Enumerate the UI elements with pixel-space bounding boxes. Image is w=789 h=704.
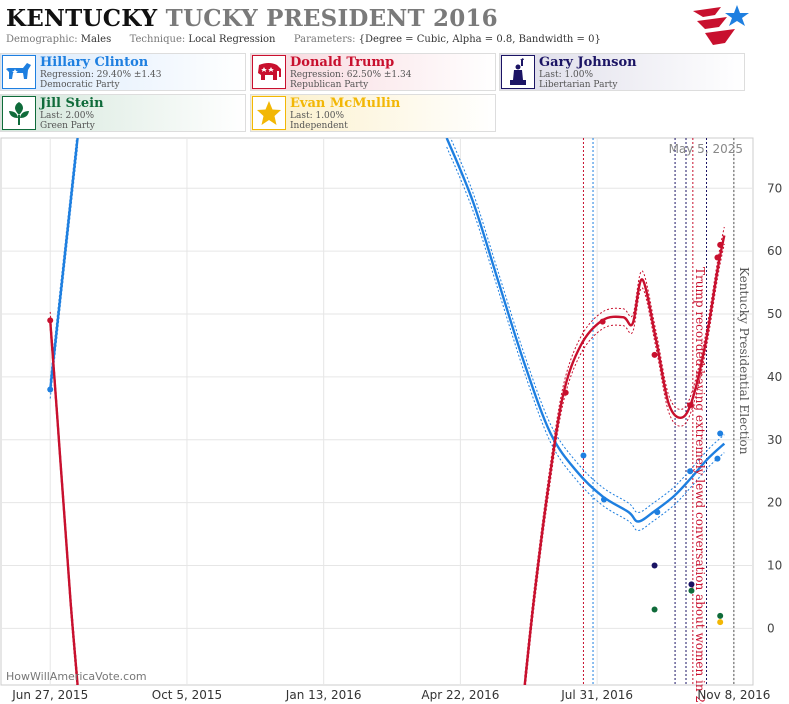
regression-line bbox=[49, 138, 79, 390]
site-logo-icon bbox=[693, 5, 749, 45]
poll-point bbox=[651, 351, 658, 358]
y-tick-label: 20 bbox=[767, 496, 782, 510]
parameters-line: Demographic: Males Technique: Local Regr… bbox=[6, 34, 601, 45]
y-tick-label: 50 bbox=[767, 307, 782, 321]
watermark: HowWillAmericaVote.com bbox=[6, 670, 147, 683]
y-tick-label: 0 bbox=[767, 621, 775, 635]
poll-point bbox=[580, 452, 587, 459]
poll-point bbox=[47, 386, 54, 393]
candidate-last: Last: 1.00% bbox=[290, 111, 345, 121]
event-annotation: Kentucky Presidential Election bbox=[737, 267, 751, 455]
poll-point bbox=[600, 496, 607, 503]
candidate-card-clinton[interactable]: Hillary Clinton Regression: 29.40% ±1.43… bbox=[0, 53, 246, 91]
parameters-label: Parameters: bbox=[293, 34, 356, 45]
candidate-regression: Regression: 62.50% ±1.34 bbox=[290, 70, 412, 80]
poll-point bbox=[717, 619, 724, 626]
title-rest: TUCKY PRESIDENT 2016 bbox=[165, 5, 498, 32]
candidate-name: Hillary Clinton bbox=[40, 55, 149, 70]
technique-label: Technique: bbox=[129, 34, 186, 45]
elephant-icon bbox=[252, 55, 286, 89]
candidate-name: Jill Stein bbox=[40, 96, 104, 111]
chart-date-label: May 5, 2025 bbox=[669, 142, 743, 156]
candidate-party: Democratic Party bbox=[40, 80, 120, 90]
star-icon bbox=[252, 96, 286, 130]
candidate-card-stein[interactable]: Jill Stein Last: 2.00% Green Party bbox=[0, 94, 246, 132]
y-tick-label: 10 bbox=[767, 559, 782, 573]
technique-value: Local Regression bbox=[188, 34, 276, 45]
candidate-card-johnson[interactable]: Gary Johnson Last: 1.00% Libertarian Par… bbox=[499, 53, 745, 91]
page-title: KENTUCKY TUCKY PRESIDENT 2016 bbox=[6, 5, 498, 32]
event-annotation: Trump recorded having extremely lewd con… bbox=[693, 267, 707, 704]
candidate-name: Donald Trump bbox=[290, 55, 395, 70]
confidence-band-lower bbox=[446, 146, 725, 532]
x-tick-label: Nov 8, 2016 bbox=[697, 688, 770, 702]
candidate-name: Evan McMullin bbox=[290, 96, 401, 111]
poll-point bbox=[714, 455, 721, 462]
regression-line bbox=[49, 320, 79, 685]
x-tick-label: Apr 22, 2016 bbox=[421, 688, 499, 702]
poll-point bbox=[651, 606, 658, 613]
poll-point bbox=[654, 509, 661, 516]
candidate-last: Last: 1.00% bbox=[539, 70, 594, 80]
donkey-icon bbox=[2, 55, 36, 89]
poll-point bbox=[717, 612, 724, 619]
poll-point bbox=[599, 318, 606, 325]
poll-point bbox=[717, 430, 724, 437]
y-tick-label: 40 bbox=[767, 370, 782, 384]
x-tick-label: Jun 27, 2015 bbox=[11, 688, 88, 702]
statue-of-liberty-icon bbox=[501, 55, 535, 89]
demographic-label: Demographic: bbox=[6, 34, 78, 45]
candidate-card-trump[interactable]: Donald Trump Regression: 62.50% ±1.34 Re… bbox=[250, 53, 496, 91]
poll-point bbox=[688, 587, 695, 594]
y-tick-label: 60 bbox=[767, 244, 782, 258]
candidate-name: Gary Johnson bbox=[539, 55, 637, 70]
candidate-party: Green Party bbox=[40, 121, 95, 131]
poll-point bbox=[47, 317, 54, 324]
candidate-last: Last: 2.00% bbox=[40, 111, 95, 121]
state-name: KENTUCKY bbox=[6, 5, 158, 32]
candidate-party: Independent bbox=[290, 121, 348, 131]
regression-line bbox=[523, 235, 726, 685]
poll-point bbox=[714, 254, 721, 261]
parameters-value: {Degree = Cubic, Alpha = 0.8, Bandwidth … bbox=[358, 34, 601, 45]
x-tick-label: Oct 5, 2015 bbox=[152, 688, 222, 702]
leaf-icon bbox=[2, 96, 36, 130]
candidate-party: Republican Party bbox=[290, 80, 369, 90]
demographic-value: Males bbox=[80, 34, 112, 45]
poll-point bbox=[687, 402, 694, 409]
y-tick-label: 30 bbox=[767, 433, 782, 447]
poll-point bbox=[687, 468, 694, 475]
x-tick-label: Jan 13, 2016 bbox=[285, 688, 362, 702]
poll-point bbox=[717, 241, 724, 248]
poll-point bbox=[562, 389, 569, 396]
x-tick-label: Jul 31, 2016 bbox=[560, 688, 633, 702]
plot-area bbox=[0, 137, 754, 686]
candidate-card-mcmullin[interactable]: Evan McMullin Last: 1.00% Independent bbox=[250, 94, 496, 132]
y-tick-label: 70 bbox=[767, 181, 782, 195]
poll-point bbox=[651, 562, 658, 569]
polling-chart: Trump recorded having extremely lewd con… bbox=[0, 137, 782, 704]
candidate-regression: Regression: 29.40% ±1.43 bbox=[40, 70, 162, 80]
poll-point bbox=[688, 581, 695, 588]
candidate-party: Libertarian Party bbox=[539, 80, 618, 90]
